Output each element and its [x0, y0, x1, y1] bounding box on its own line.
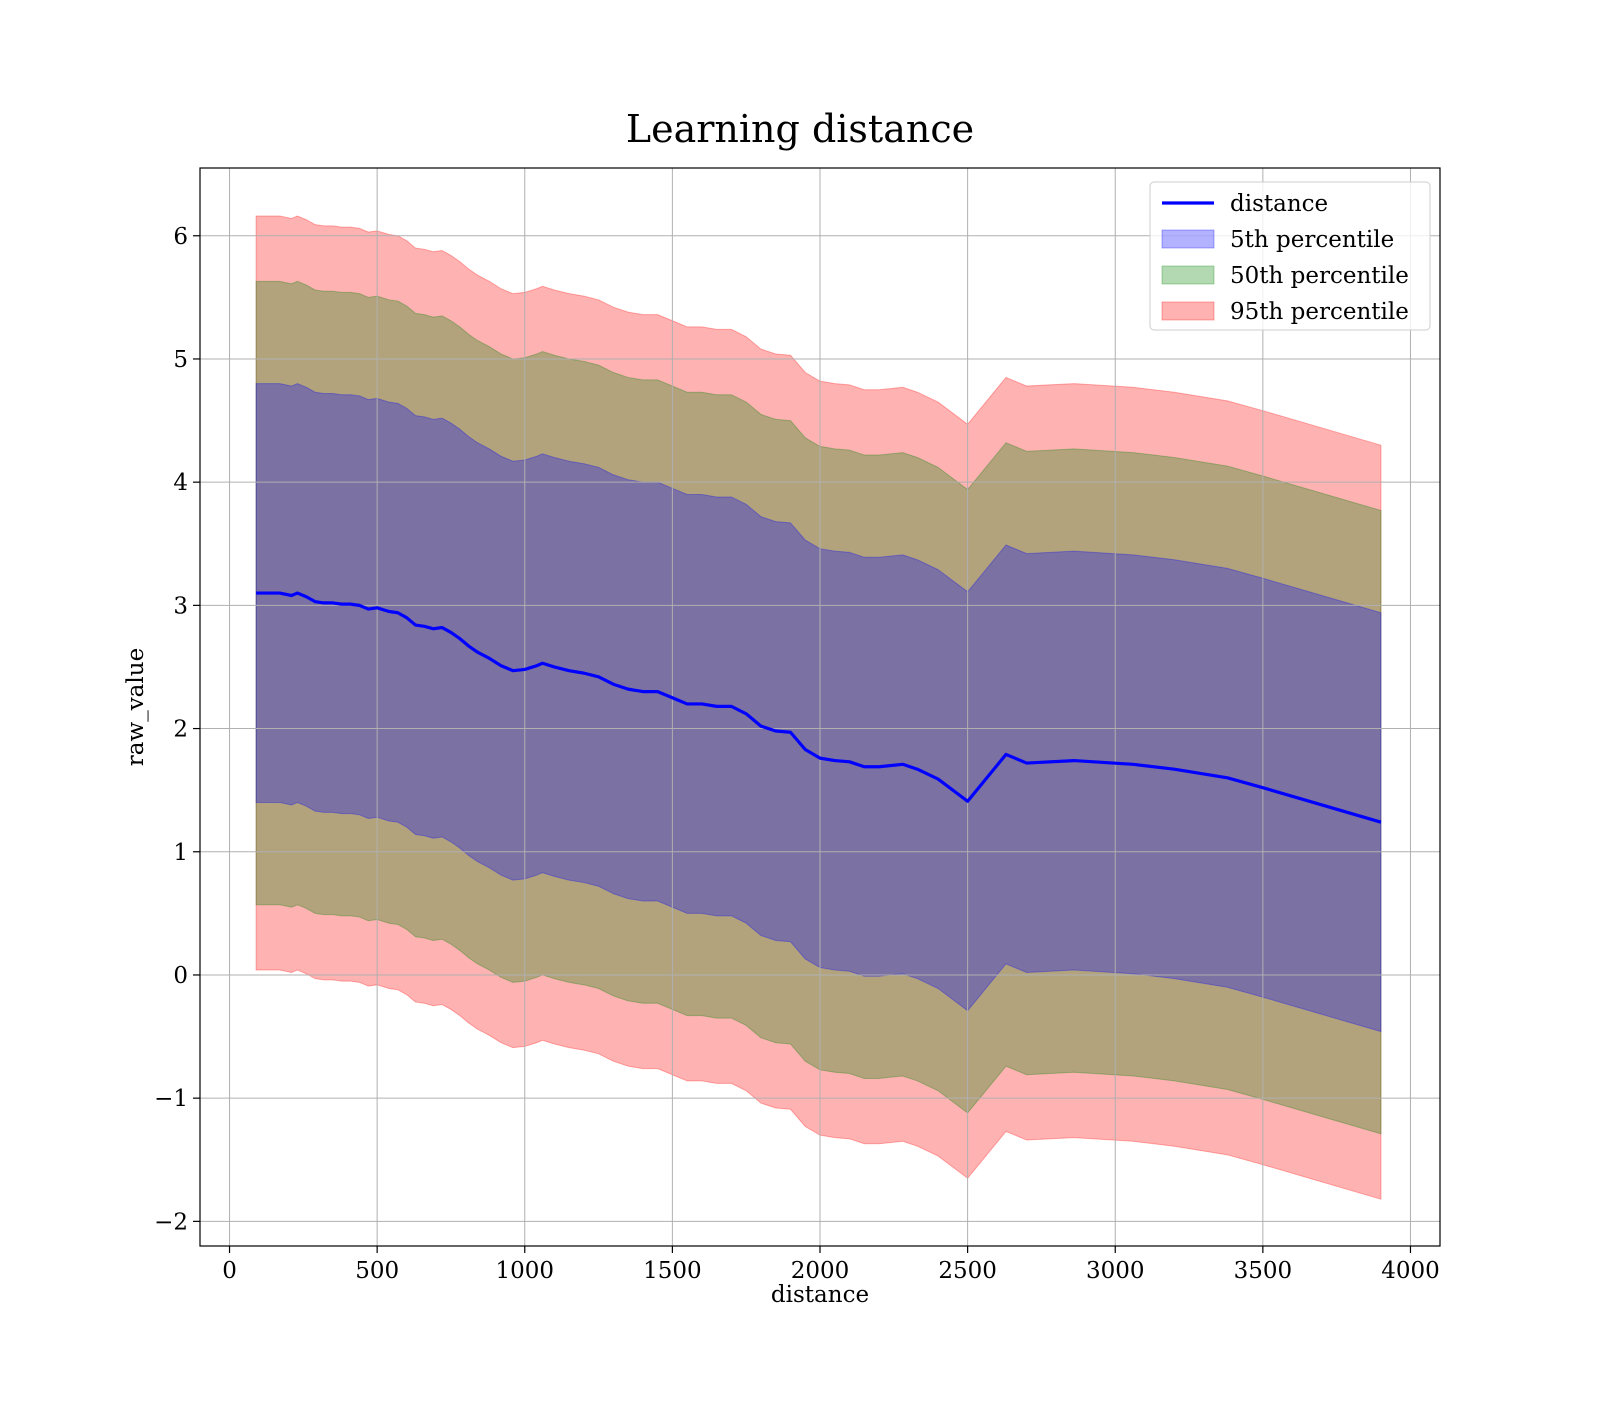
y-tick-label: 5 [173, 347, 188, 373]
bands-layer [255, 215, 1382, 1200]
x-tick-label: 1000 [495, 1258, 554, 1284]
grid-layer [200, 168, 1440, 1246]
legend-swatch-50th-percentile [1161, 265, 1215, 285]
series-line-distance [256, 591, 1382, 824]
y-tick-label: 2 [173, 717, 188, 743]
y-tick-label: 3 [173, 593, 188, 619]
y-tick-label: 6 [173, 224, 188, 250]
legend-label-5th-percentile: 5th percentile [1230, 227, 1394, 253]
y-tick-label: 4 [173, 470, 188, 496]
legend-label-95th-percentile: 95th percentile [1230, 299, 1409, 325]
x-tick-label: 500 [355, 1258, 399, 1284]
x-axis-label: distance [771, 1282, 869, 1308]
chart-title: Learning distance [626, 107, 974, 151]
legend: distance 5th percentile 50th percentile 95t… [1149, 181, 1431, 331]
x-tick-label: 2500 [938, 1258, 997, 1284]
legend-swatch-95th-percentile [1161, 301, 1215, 321]
y-axis-label: raw_value [123, 648, 149, 766]
x-tick-label: 1500 [643, 1258, 702, 1284]
legend-swatch-5th-percentile [1161, 229, 1215, 249]
legend-label-50th-percentile: 50th percentile [1230, 263, 1409, 289]
x-tick-label: 0 [222, 1258, 237, 1284]
y-tick-label: 1 [173, 840, 188, 866]
band-50th-percentile [255, 280, 1382, 1135]
band-5th-percentile [255, 383, 1382, 1033]
y-tick-label: −1 [154, 1086, 188, 1112]
x-tick-label: 3500 [1234, 1258, 1293, 1284]
y-tick-label: −2 [154, 1209, 188, 1235]
line-layer [256, 591, 1382, 824]
x-tick-label: 2000 [791, 1258, 850, 1284]
x-tick-label: 4000 [1381, 1258, 1440, 1284]
ticks-layer: 0 500 1000 1500 2000 2500 3000 3500 4000 −2 −1 0 1 2 3… [154, 224, 1440, 1284]
band-95th-percentile [255, 215, 1382, 1200]
x-tick-label: 3000 [1086, 1258, 1145, 1284]
y-tick-label: 0 [173, 963, 188, 989]
legend-box [1149, 181, 1431, 331]
legend-label-distance: distance [1230, 191, 1328, 217]
